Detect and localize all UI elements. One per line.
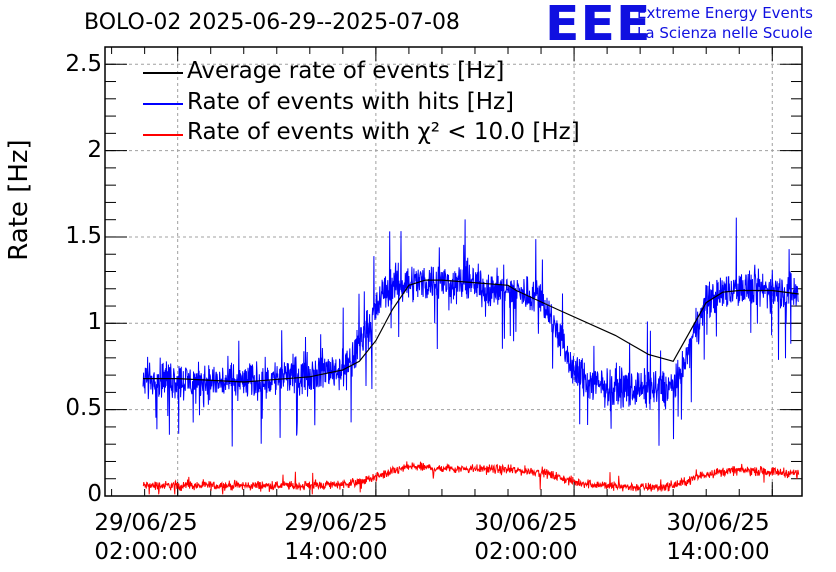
x-tick-time: 14:00:00 — [666, 539, 770, 565]
series-average-line — [143, 279, 799, 383]
x-tick-label: 30/06/25 14:00:00 — [638, 509, 798, 567]
y-axis-label: Rate [Hz] — [4, 139, 34, 261]
x-tick-date: 30/06/25 — [474, 510, 578, 536]
series-chi2-line — [142, 461, 800, 495]
eee-logo: EEE — [545, 0, 652, 52]
x-tick-label: 29/06/25 02:00:00 — [66, 509, 226, 567]
legend-label-chi2: Rate of events with χ² < 10.0 [Hz] — [187, 119, 580, 145]
legend-swatch-hits — [143, 103, 183, 105]
x-tick-time: 02:00:00 — [474, 539, 578, 565]
legend-label-hits: Rate of events with hits [Hz] — [187, 89, 515, 115]
org-name-line1: Extreme Energy Events — [637, 4, 813, 22]
x-tick-date: 29/06/25 — [94, 510, 198, 536]
legend-swatch-average — [143, 72, 183, 74]
x-tick-date: 30/06/25 — [666, 510, 770, 536]
y-tick-label: 1.5 — [65, 223, 102, 249]
x-tick-label: 29/06/25 14:00:00 — [256, 509, 416, 567]
y-tick-label: 0.5 — [65, 395, 102, 421]
y-tick-label: 1 — [87, 309, 102, 335]
x-tick-time: 02:00:00 — [94, 539, 198, 565]
y-tick-label: 2 — [87, 137, 102, 163]
series-hits-line — [142, 217, 799, 447]
x-tick-label: 30/06/25 02:00:00 — [446, 509, 606, 567]
legend-label-average: Average rate of events [Hz] — [187, 58, 505, 84]
y-tick-label: 0 — [87, 481, 102, 507]
org-name-line2: La Scienza nelle Scuole — [637, 24, 813, 42]
chart-title: BOLO-02 2025-06-29--2025-07-08 — [84, 10, 460, 35]
y-tick-label: 2.5 — [65, 51, 102, 77]
x-tick-time: 14:00:00 — [284, 539, 388, 565]
x-tick-date: 29/06/25 — [284, 510, 388, 536]
legend-swatch-chi2 — [143, 134, 183, 136]
